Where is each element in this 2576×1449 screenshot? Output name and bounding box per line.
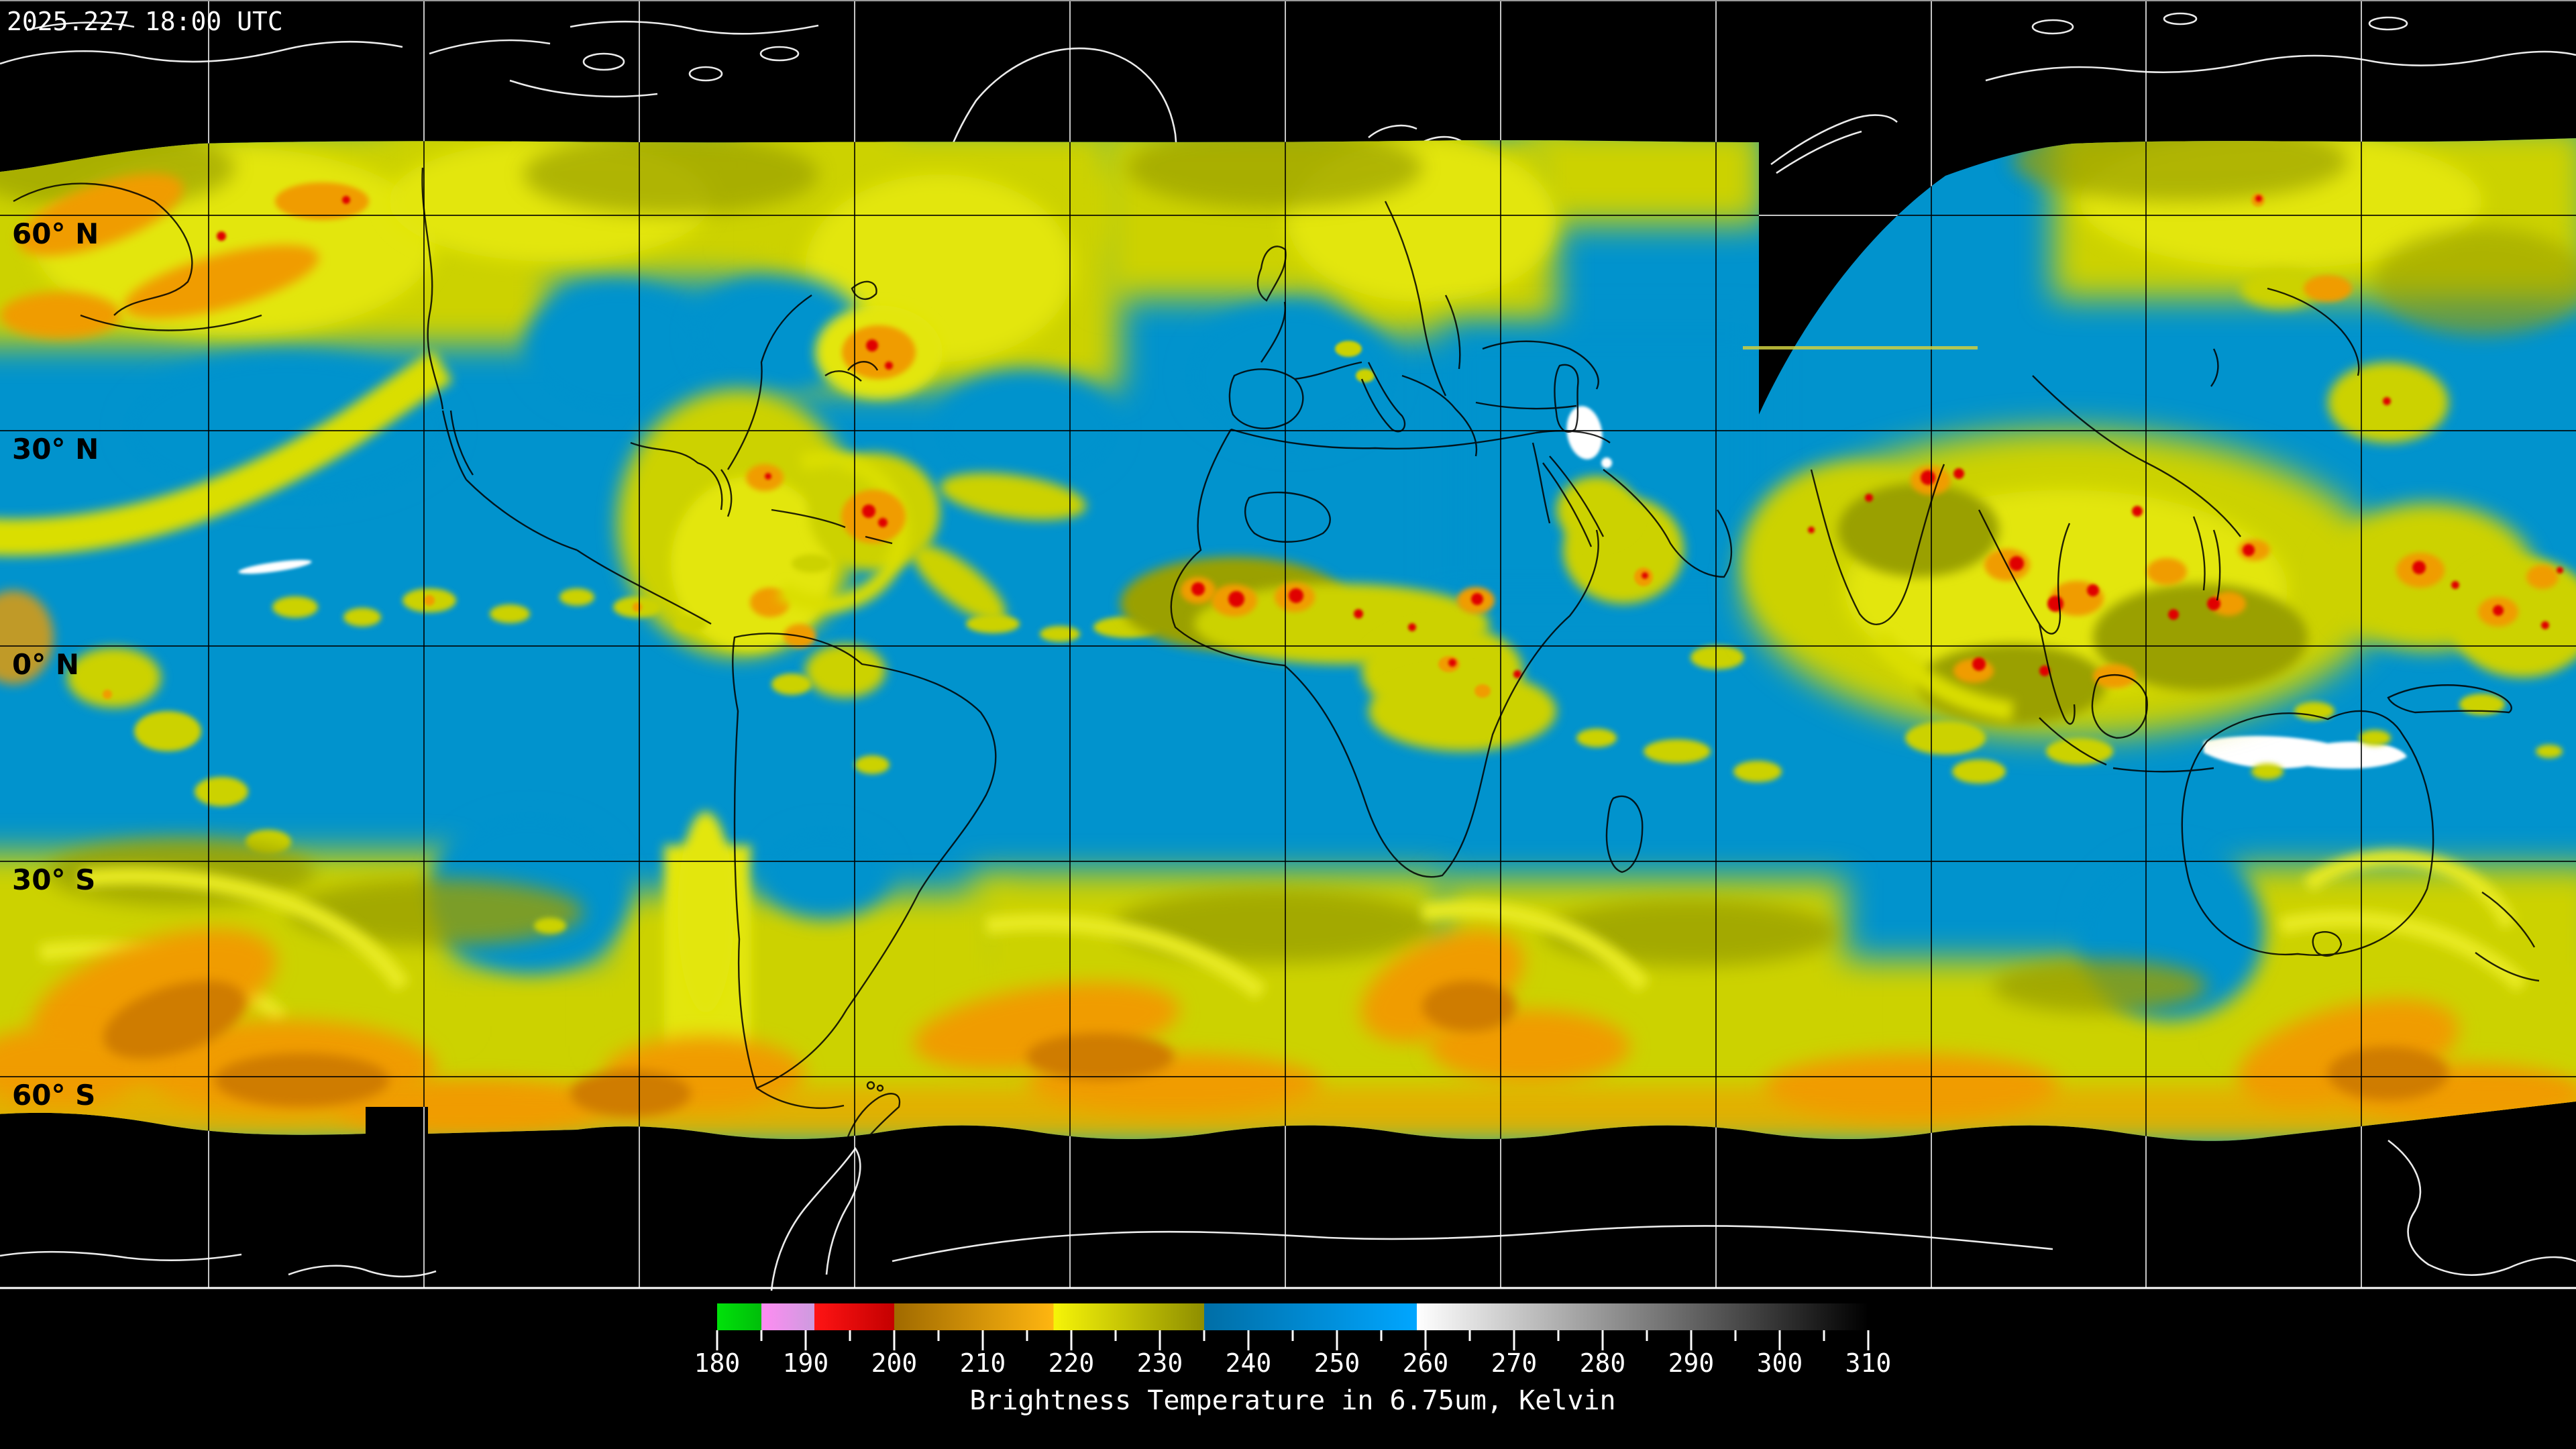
india-coast [1810, 464, 1945, 625]
australia-coast [2181, 710, 2434, 956]
latitude-label: 60° S [12, 1079, 95, 1112]
uk-coast [1256, 246, 1287, 302]
madagascar-coast [1605, 795, 1644, 873]
italy-coast [1294, 361, 1406, 433]
north-america-west-coast [421, 167, 444, 410]
new-guinea-coast [2387, 684, 2512, 714]
alaska-coast [13, 182, 193, 316]
antarctic-peninsula-coast [770, 1146, 861, 1291]
latitude-label: 60° N [12, 217, 99, 250]
great-lakes [824, 361, 879, 382]
gulf-coast [630, 441, 733, 517]
coastlines [13, 167, 2540, 1141]
norway-coast [1384, 201, 1447, 396]
indochina-coast [1978, 509, 2071, 635]
red-sea [1542, 455, 1605, 547]
colorbar-tick-label: 310 [1845, 1348, 1892, 1378]
africa-coast [1170, 429, 1599, 878]
australia-warm-patch [2204, 735, 2407, 769]
new-zealand-coast [2475, 892, 2540, 982]
south-america-coast [732, 633, 997, 1089]
cloud-field-west-pacific [2241, 193, 2576, 758]
colorbar-tick-label: 280 [1580, 1348, 1626, 1378]
tasmania-coast [2312, 931, 2343, 957]
novaya-zemlya-coast [1770, 114, 1898, 174]
colorbar-tick-label: 250 [1314, 1348, 1360, 1378]
colorbar-tick-label: 290 [1668, 1348, 1715, 1378]
graticule-over-data [0, 138, 2576, 1141]
colorbar-tick-label: 210 [960, 1348, 1006, 1378]
japan-coast [2267, 287, 2360, 376]
caspian-coast [1554, 364, 1579, 433]
borneo-coast [2091, 674, 2148, 739]
cloud-field-itcz [67, 554, 1161, 854]
colorbar-gradient-bar [717, 1303, 1868, 1330]
us-east-coast [727, 294, 812, 470]
colorbar-tick-label: 270 [1491, 1348, 1538, 1378]
latitude-label: 30° S [12, 863, 95, 896]
colorbar-tick-label: 300 [1757, 1348, 1803, 1378]
satellite-imagery [0, 138, 2576, 1141]
timestamp: 2025.227 18:00 UTC [7, 7, 283, 36]
hurricane-swirl [776, 450, 1087, 623]
iberia-coast [1228, 368, 1304, 429]
black-sea-coast [1475, 340, 1599, 410]
indonesia-coast [2039, 717, 2214, 773]
colorbar-ticks [716, 1330, 1870, 1350]
colorbar-tick-label: 230 [1137, 1348, 1183, 1378]
scanline-artifact [1743, 346, 1978, 350]
iceland-coast [1244, 491, 1331, 543]
arabia-coast [1603, 469, 1733, 578]
colorbar-tick-labels: 180 190 200 210 220 230 240 250 260 270 280 290 300 3… [694, 1348, 1892, 1378]
colorbar-tick-label: 240 [1226, 1348, 1272, 1378]
colorbar-tick-label: 180 [694, 1348, 741, 1378]
latitude-labels: 60° N 30° N 0° N 30° S 60° S [12, 217, 99, 1112]
latitude-label: 30° N [12, 433, 99, 466]
colorbar-title: Brightness Temperature in 6.75um, Kelvin [969, 1385, 1615, 1416]
cloud-field-asia [1576, 429, 2388, 784]
colorbar-tick-label: 200 [871, 1348, 918, 1378]
colorbar-tick-label: 260 [1403, 1348, 1449, 1378]
latitude-label: 0° N [12, 648, 79, 681]
colorbar: 180 190 200 210 220 230 240 250 260 270 280 290 300 3… [694, 1303, 1892, 1416]
colorbar-tick-label: 190 [783, 1348, 829, 1378]
arctic-coast-icon [26, 21, 135, 32]
china-coast [2032, 375, 2241, 537]
antarctic-peninsula-tip [845, 1093, 901, 1141]
antarctica-coast [0, 1250, 242, 1261]
philippines-coast [2192, 516, 2221, 601]
colorbar-tick-label: 220 [1049, 1348, 1095, 1378]
